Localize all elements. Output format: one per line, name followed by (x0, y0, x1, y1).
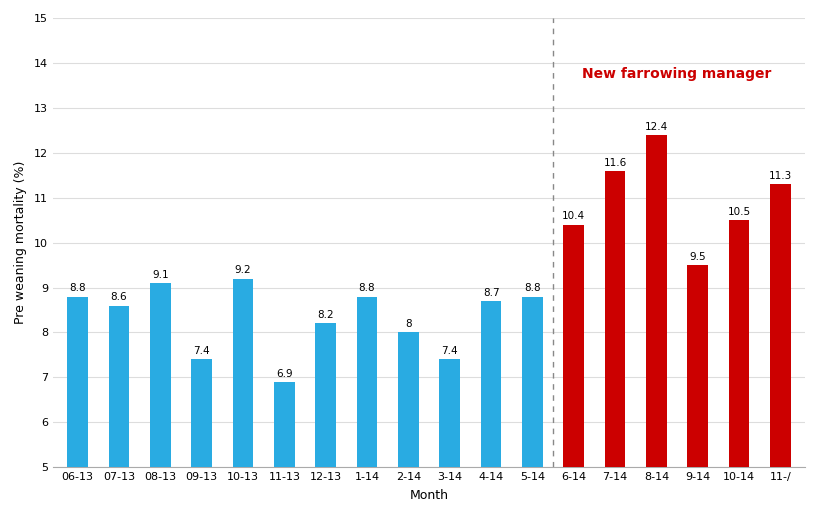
Text: 8: 8 (405, 319, 411, 329)
Bar (108, 305, 129, 516)
Bar (191, 360, 212, 516)
Bar (233, 279, 253, 516)
Bar (315, 324, 336, 516)
Bar (604, 171, 625, 516)
Y-axis label: Pre weaning mortality (%): Pre weaning mortality (%) (14, 161, 27, 324)
Text: 9.5: 9.5 (689, 252, 705, 262)
Bar (274, 382, 294, 516)
Bar (563, 224, 583, 516)
Text: 7.4: 7.4 (441, 346, 458, 357)
Text: 8.8: 8.8 (70, 283, 86, 294)
Text: 8.2: 8.2 (317, 310, 333, 320)
Text: 7.4: 7.4 (193, 346, 210, 357)
Text: 12.4: 12.4 (644, 122, 667, 132)
Text: 10.5: 10.5 (726, 207, 749, 217)
Bar (769, 184, 790, 516)
Text: 6.9: 6.9 (276, 369, 292, 379)
Text: 9.2: 9.2 (234, 265, 251, 276)
Text: 10.4: 10.4 (562, 212, 585, 221)
Text: 8.8: 8.8 (523, 283, 540, 294)
Text: New farrowing manager: New farrowing manager (581, 67, 771, 82)
Bar (439, 360, 459, 516)
Text: 8.7: 8.7 (482, 288, 499, 298)
Bar (480, 301, 500, 516)
Bar (397, 332, 419, 516)
Bar (686, 265, 708, 516)
X-axis label: Month: Month (409, 489, 448, 502)
Bar (150, 283, 170, 516)
Bar (67, 297, 88, 516)
Bar (522, 297, 542, 516)
Text: 9.1: 9.1 (152, 270, 169, 280)
Bar (356, 297, 377, 516)
Bar (645, 135, 666, 516)
Bar (728, 220, 749, 516)
Text: 8.6: 8.6 (111, 293, 127, 302)
Text: 8.8: 8.8 (358, 283, 375, 294)
Text: 11.6: 11.6 (603, 157, 626, 168)
Text: 11.3: 11.3 (768, 171, 791, 181)
